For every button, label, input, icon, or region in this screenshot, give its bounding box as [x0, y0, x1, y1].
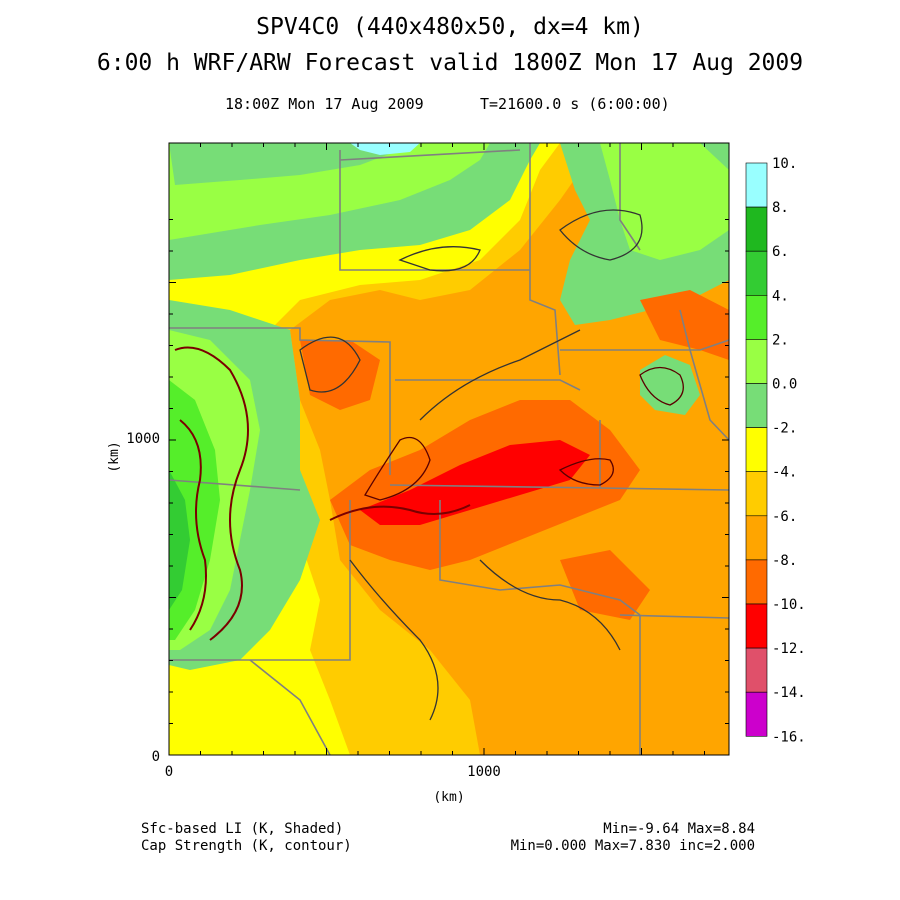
- colorbar-label: 10.: [772, 156, 797, 172]
- colorbar-box: [745, 294, 768, 340]
- colorbar-label: 0.0: [772, 377, 797, 393]
- colorbar-label: -4.: [772, 465, 797, 481]
- colorbar-label: -8.: [772, 553, 797, 569]
- colorbar-label: -10.: [772, 597, 806, 613]
- contour-field-stats: Min=0.000 Max=7.830 inc=2.000: [510, 838, 755, 854]
- run-title: SPV4C0 (440x480x50, dx=4 km): [256, 14, 644, 40]
- colorbar-label: -14.: [772, 685, 806, 701]
- cap-contours: [174, 209, 684, 721]
- colorbar-box: [745, 339, 768, 384]
- colorbar-box: [745, 206, 768, 252]
- shaded-field-stats: Min=-9.64 Max=8.84: [603, 821, 755, 837]
- colorbar-label: 8.: [772, 200, 789, 216]
- li-shading: [169, 143, 729, 755]
- colorbar-box: [745, 603, 768, 649]
- axis-ticks: [168, 143, 729, 756]
- colorbar-box: [745, 427, 768, 473]
- y-tick-1000: 1000: [126, 431, 160, 447]
- colorbar-label: -2.: [772, 421, 797, 437]
- shaded-field-label: Sfc-based LI (K, Shaded): [141, 821, 344, 837]
- valid-time: 18:00Z Mon 17 Aug 2009: [225, 95, 424, 113]
- x-tick-1000: 1000: [467, 764, 501, 780]
- colorbar-label: -6.: [772, 509, 797, 525]
- colorbar-box: [745, 250, 768, 296]
- x-tick-0: 0: [165, 764, 173, 780]
- colorbar-label: 6.: [772, 244, 789, 260]
- colorbar-label: 2.: [772, 332, 789, 348]
- x-axis-label: (km): [433, 790, 464, 805]
- forecast-title: 6:00 h WRF/ARW Forecast valid 1800Z Mon …: [96, 50, 804, 76]
- colorbar: 10. 8. 6. 4. 2. 0.0 -2. -4. -6. -8. -10. -12. -14. -1…: [745, 156, 806, 745]
- colorbar-box: [745, 383, 768, 428]
- model-time: T=21600.0 s (6:00:00): [480, 95, 670, 113]
- colorbar-label: -12.: [772, 641, 806, 657]
- plot-frame: [168, 142, 730, 756]
- colorbar-box: [745, 559, 768, 605]
- colorbar-box: [745, 162, 768, 208]
- colorbar-label: 4.: [772, 288, 789, 304]
- contour-field-label: Cap Strength (K, contour): [141, 838, 352, 854]
- colorbar-box: [745, 647, 768, 693]
- colorbar-label: -16.: [772, 729, 806, 745]
- y-axis-label: (km): [107, 441, 122, 472]
- state-borders: [169, 143, 729, 755]
- colorbar-box: [745, 515, 768, 561]
- colorbar-box: [745, 471, 768, 517]
- y-tick-0: 0: [152, 749, 160, 765]
- colorbar-box: [745, 691, 768, 737]
